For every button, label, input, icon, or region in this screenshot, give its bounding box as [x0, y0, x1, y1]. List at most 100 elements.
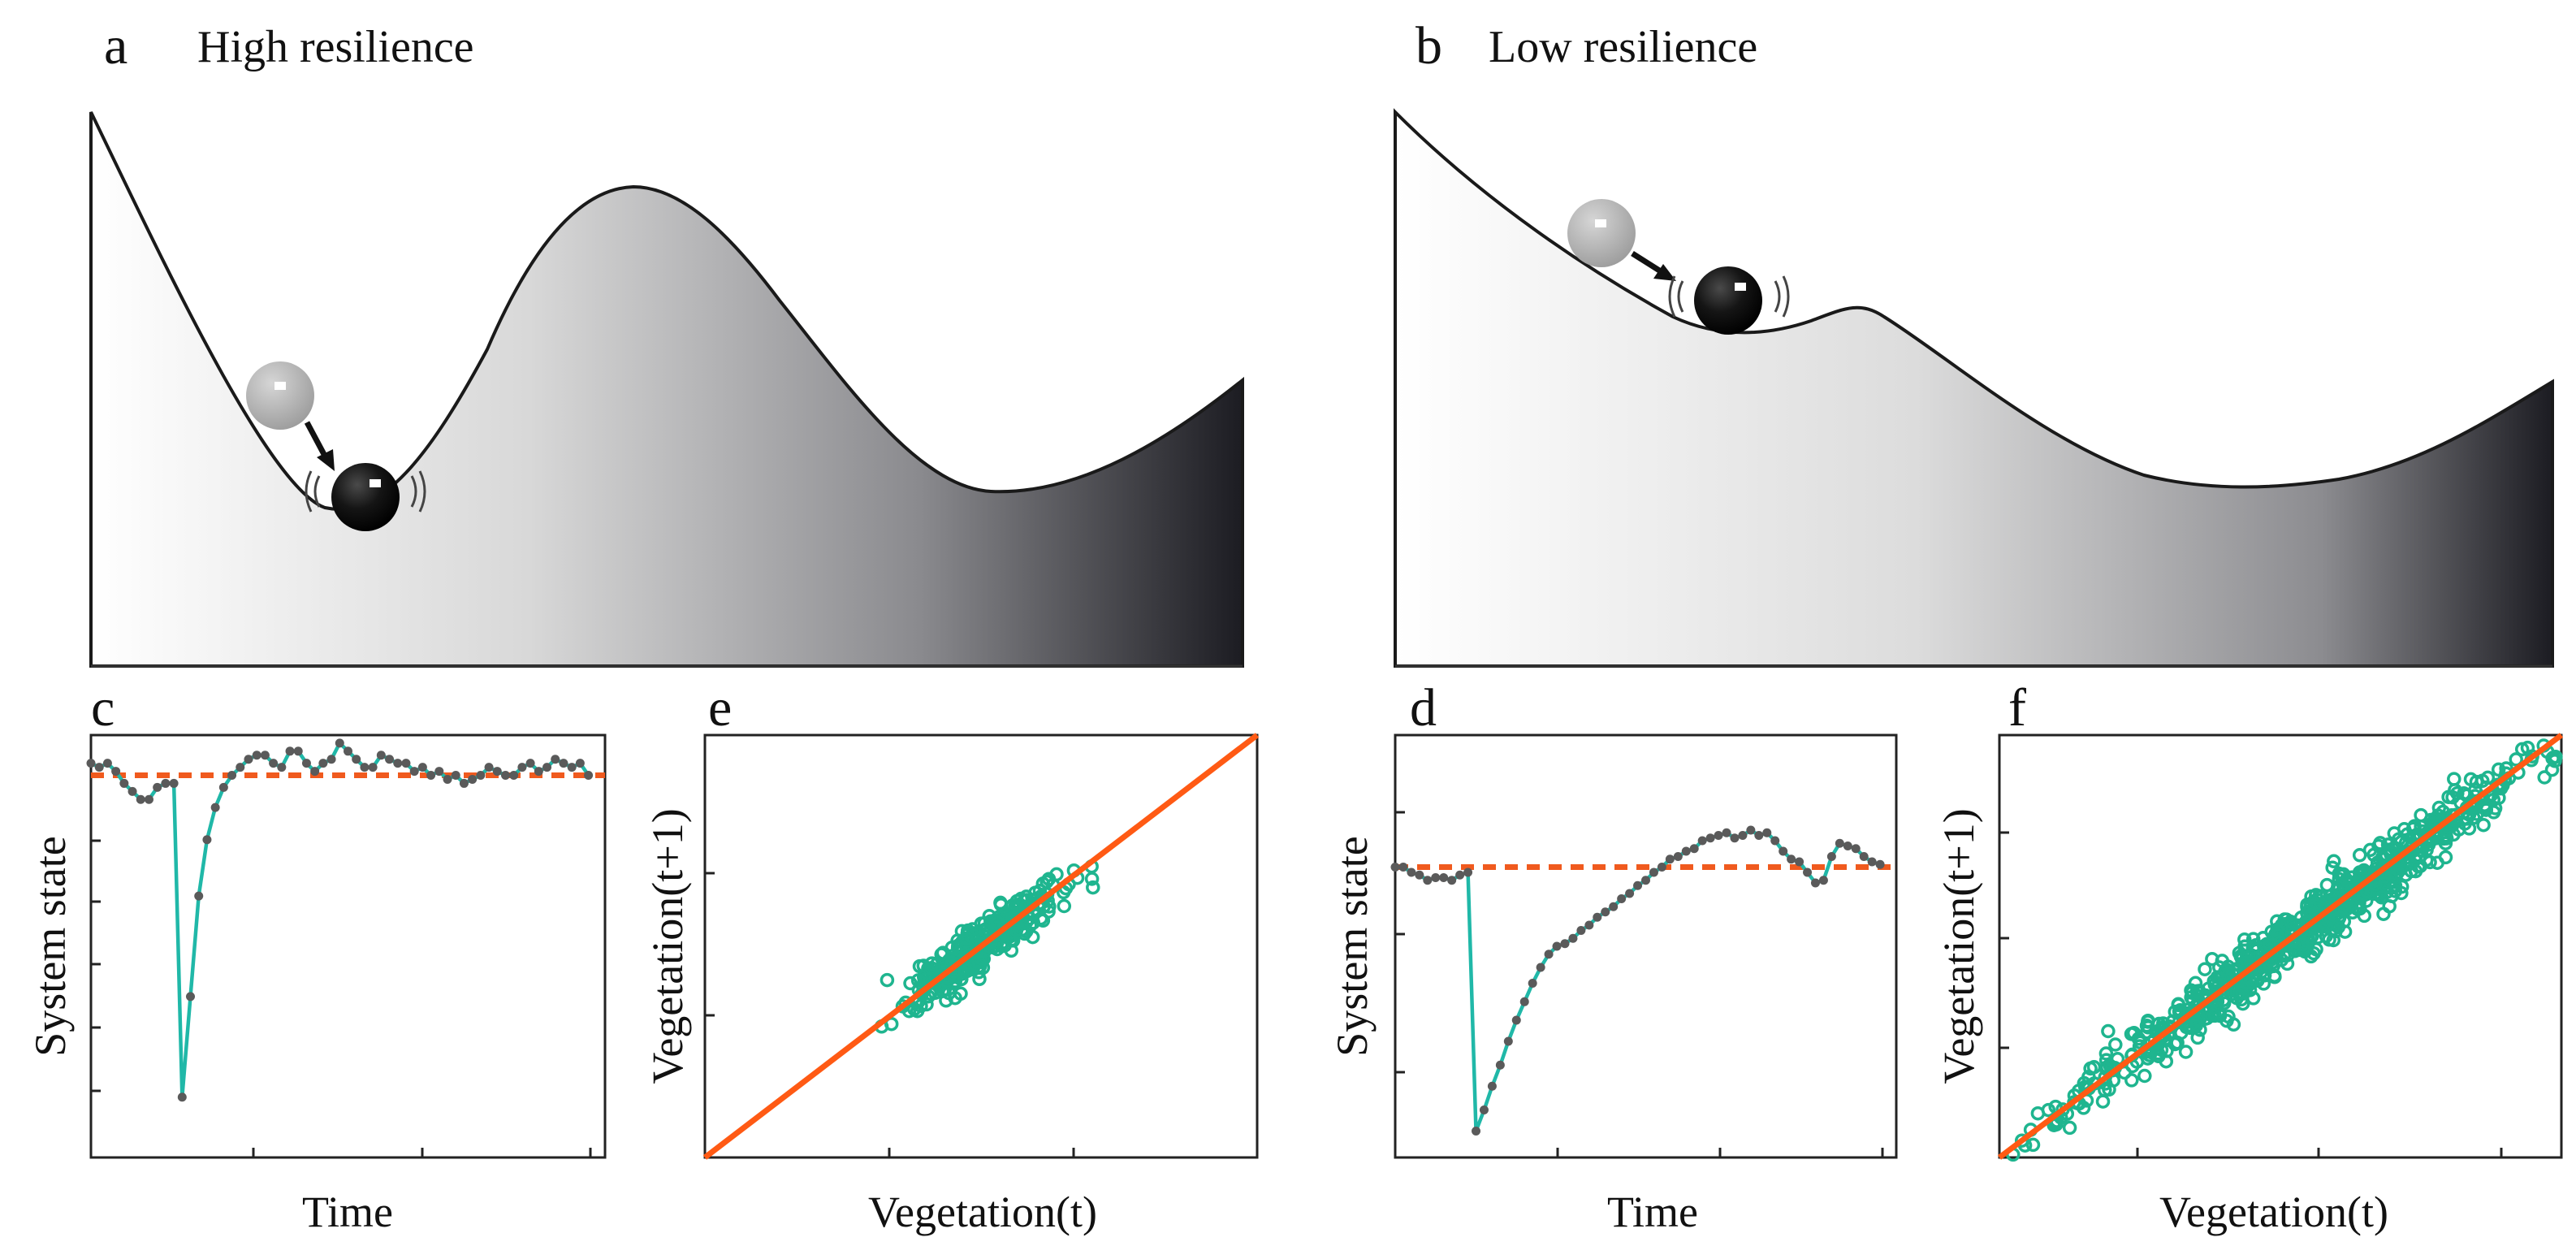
plot-f-marks	[1997, 733, 2564, 1162]
data-point	[1536, 963, 1545, 972]
scatter-point	[2178, 1045, 2193, 1059]
scatter-point	[924, 961, 939, 976]
panel-f-letter: f	[2008, 678, 2026, 738]
panel-e-ylabel: Vegetation(t+1)	[643, 808, 692, 1084]
data-point	[1479, 1105, 1489, 1114]
data-point	[393, 759, 403, 768]
scatter-point	[2150, 1045, 2166, 1061]
scatter-point	[2350, 896, 2366, 911]
plot-c-frame	[89, 733, 607, 1159]
scatter-point	[2548, 754, 2562, 768]
potential-landscape-b	[1394, 108, 2554, 668]
panel-a: a High resilience	[89, 16, 1244, 668]
data-point	[1779, 846, 1788, 856]
scatter-point	[2139, 1019, 2155, 1033]
data-point	[1705, 833, 1715, 843]
scatter-point	[2295, 937, 2310, 952]
scatter-point	[2221, 1009, 2236, 1024]
data-point	[575, 759, 585, 768]
data-point	[326, 755, 336, 764]
scatter-point	[1004, 943, 1019, 958]
data-point	[1641, 876, 1650, 885]
data-point	[86, 759, 96, 768]
data-point	[1487, 1081, 1497, 1091]
scatter-point	[916, 958, 931, 973]
data-point	[434, 767, 444, 777]
panel-c: c Time System state	[26, 678, 607, 1236]
scatter-point	[2142, 1048, 2157, 1062]
vibration-left-b	[1668, 275, 1684, 318]
perturbed-ball-a	[246, 361, 314, 430]
data-point	[94, 763, 104, 772]
data-point	[1544, 950, 1554, 959]
scatter-point	[2331, 879, 2345, 894]
panel-d: d Time System state	[1328, 678, 1898, 1236]
data-point	[534, 767, 543, 777]
data-point	[1787, 854, 1796, 864]
data-point	[360, 763, 370, 772]
data-point	[551, 755, 560, 764]
scatter-point	[2520, 740, 2535, 755]
data-point	[119, 778, 129, 788]
scatter-point	[2270, 914, 2284, 929]
plot-f-frame	[1998, 733, 2563, 1159]
panel-f: f Vegetation(t) Vegetation(t+1)	[1934, 678, 2564, 1236]
data-point	[1843, 841, 1852, 850]
data-point	[1431, 873, 1441, 882]
plot-c-marks	[86, 738, 605, 1102]
data-point	[1762, 828, 1772, 837]
data-point	[1617, 894, 1627, 903]
panel-b: b Low resilience	[1394, 16, 2554, 668]
plot-d-ticks	[1395, 811, 1884, 1157]
scatter-point	[2373, 836, 2388, 850]
data-point	[218, 782, 228, 792]
identity-line	[1997, 733, 2564, 1160]
scatter-point	[2387, 868, 2402, 884]
perturbed-ball-b	[1567, 199, 1636, 267]
data-point	[443, 774, 452, 784]
data-point	[1439, 873, 1449, 882]
data-point	[310, 767, 320, 777]
data-point	[500, 771, 510, 781]
data-point	[161, 778, 171, 788]
scatter-point	[948, 990, 962, 1006]
panel-d-letter: d	[1410, 678, 1437, 738]
panel-e-xlabel: Vegetation(t)	[868, 1188, 1097, 1236]
data-point	[1665, 854, 1675, 864]
identity-line	[702, 733, 1260, 1160]
plot-e-ticks	[705, 872, 1075, 1157]
scatter-point	[2237, 932, 2252, 947]
panel-c-ylabel: System state	[26, 836, 75, 1056]
data-point	[1738, 831, 1748, 840]
scatter-point	[2102, 1082, 2116, 1097]
scatter-point	[2206, 1000, 2221, 1015]
data-point	[153, 782, 162, 792]
scatter-point	[2463, 772, 2479, 787]
data-point	[194, 891, 204, 901]
data-point	[468, 774, 478, 784]
panel-f-xlabel: Vegetation(t)	[2159, 1188, 2388, 1236]
data-point	[484, 763, 494, 772]
scatter-point	[982, 908, 997, 924]
plot-e-marks	[702, 733, 1260, 1160]
scatter-point	[1057, 898, 1072, 914]
data-point	[202, 835, 212, 845]
scatter-point	[2270, 928, 2285, 943]
plot-d-frame	[1394, 733, 1898, 1159]
scatter-point	[2476, 817, 2491, 833]
scatter-point	[993, 895, 1008, 911]
data-point	[1390, 863, 1400, 872]
scatter-point	[880, 972, 895, 988]
data-point	[352, 755, 361, 764]
scatter-point	[2408, 852, 2423, 867]
panel-a-letter: a	[104, 16, 128, 76]
scatter-point	[2388, 884, 2403, 898]
panel-f-ylabel: Vegetation(t+1)	[1934, 808, 1983, 1084]
data-point	[177, 1092, 187, 1102]
scatter-point	[2108, 1037, 2123, 1052]
scatter-point	[2095, 1094, 2111, 1109]
data-point	[1697, 836, 1707, 846]
scatter-point	[2101, 1023, 2116, 1039]
scatter-point	[2414, 807, 2428, 823]
data-point	[1407, 867, 1416, 877]
